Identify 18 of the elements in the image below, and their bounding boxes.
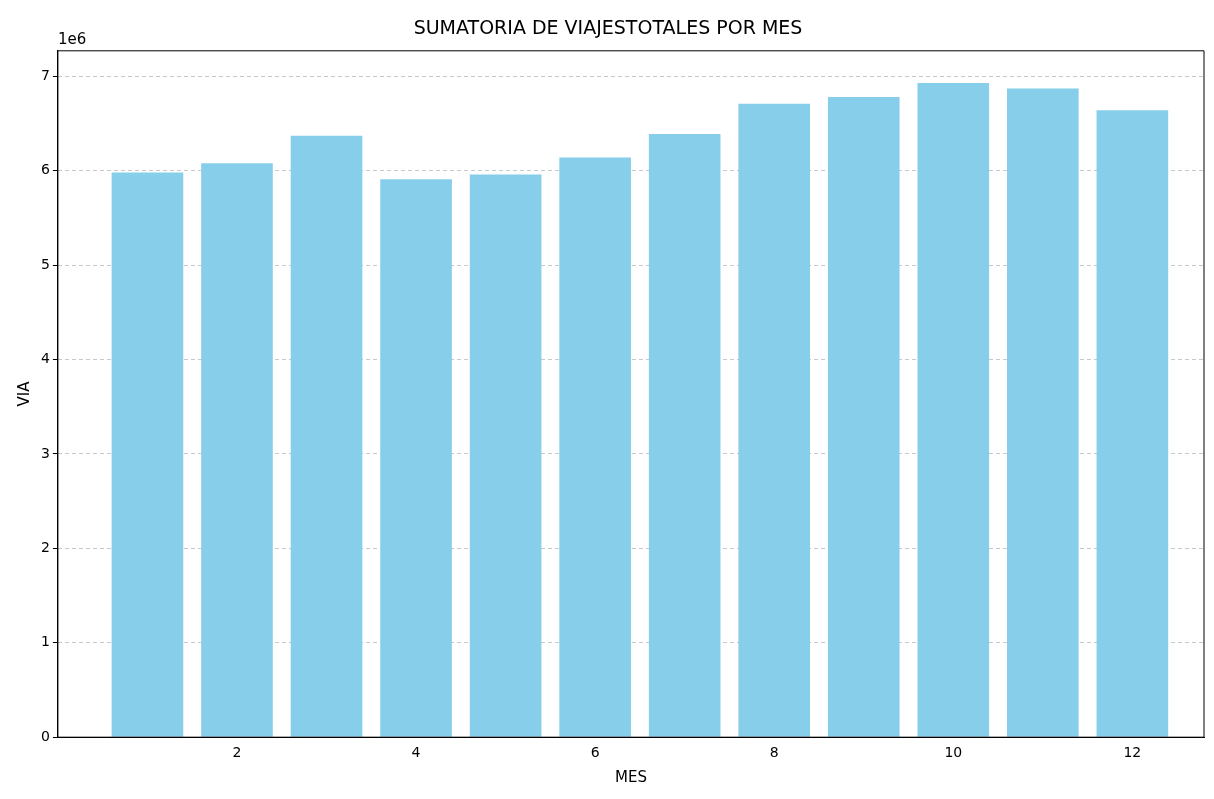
y-tick-label: 7 <box>40 66 50 83</box>
y-tick-label: 1 <box>40 633 50 650</box>
x-tick-label: 12 <box>1123 744 1142 761</box>
x-tick-label: 8 <box>769 744 779 761</box>
y-tick-label: 0 <box>40 727 50 744</box>
y-tick-label: 6 <box>40 161 50 178</box>
x-tick-label: 4 <box>411 744 421 761</box>
y-tick-label: 3 <box>40 444 50 461</box>
y-tick-label: 5 <box>40 255 50 272</box>
y-axis-title: VIA <box>14 380 33 407</box>
chart-title: SUMATORIA DE VIAJESTOTALES POR MES <box>413 16 803 39</box>
x-tick-label: 10 <box>944 744 963 761</box>
y-tick-label: 4 <box>40 350 50 367</box>
x-tick-label: 2 <box>232 744 242 761</box>
text: 1e6 <box>57 30 87 49</box>
x-tick-label: 6 <box>590 744 600 761</box>
x-axis-title: MES <box>614 767 647 786</box>
y-tick-label: 2 <box>40 539 50 556</box>
